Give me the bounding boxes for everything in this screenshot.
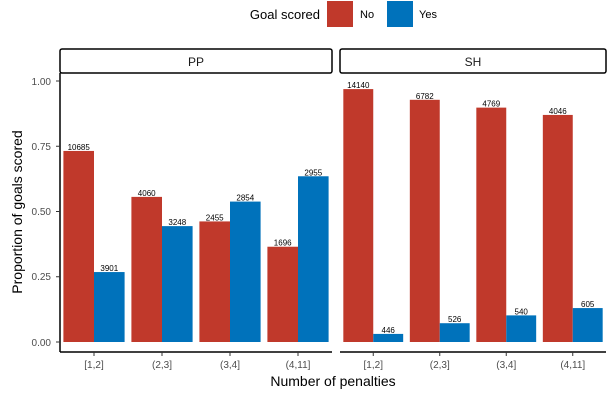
bar-pp-no: [63, 150, 94, 342]
data-label: 4046: [549, 107, 567, 116]
data-label: 2854: [236, 194, 254, 203]
bar-sh-yes: [373, 333, 404, 342]
bar-pp-no: [267, 246, 298, 342]
data-label: 10685: [68, 143, 91, 152]
x-tick-label: (3,4]: [496, 360, 516, 371]
bar-sh-yes: [572, 308, 603, 342]
panel-sh: [1,2] 14140 446 (2,3] 6782 526 (3,4] 4769 540 (4,…: [340, 81, 606, 371]
strip-sh: SH: [339, 48, 607, 74]
data-label: 1696: [274, 239, 292, 248]
bar-pp-yes: [230, 201, 261, 342]
x-tick-label: [1,2]: [364, 360, 384, 371]
bar-sh-no: [542, 114, 573, 343]
legend-label-yes: Yes: [419, 9, 437, 21]
strip-pp: PP: [59, 48, 333, 74]
data-label: 4060: [138, 189, 156, 198]
bar-pp-yes: [162, 226, 193, 342]
y-tick-label: 1.00: [32, 77, 52, 88]
bar-sh-yes: [439, 323, 470, 342]
panels: [1,2] 10685 3901 (2,3] 4060 3248 (3,4] 2455 2854…: [56, 73, 606, 371]
data-label: 540: [515, 307, 529, 316]
legend-label-no: No: [360, 9, 374, 21]
legend-swatch-no: [327, 1, 353, 27]
y-tick-label: 0.00: [32, 338, 52, 349]
y-tick-label: 0.25: [32, 272, 52, 283]
strip-pp-box: [59, 48, 333, 74]
data-label: 446: [382, 326, 396, 335]
legend: Goal scored No Yes: [250, 1, 437, 27]
data-label: 6782: [416, 92, 434, 101]
strip-pp-label: PP: [188, 55, 204, 69]
x-tick-label: (4,11]: [286, 360, 311, 371]
x-tick-label: (2,3]: [152, 360, 172, 371]
legend-swatch-yes: [387, 1, 413, 27]
panel-pp: [1,2] 10685 3901 (2,3] 4060 3248 (3,4] 2455 2854…: [56, 73, 332, 371]
y-axis-title: Proportion of goals scored: [9, 130, 25, 293]
bar-pp-yes: [298, 176, 329, 342]
y-axis-ticks: 0.00 0.25 0.50 0.75 1.00: [32, 77, 52, 349]
x-axis-title: Number of penalties: [270, 373, 395, 389]
data-label: 605: [581, 300, 595, 309]
y-tick-label: 0.50: [32, 207, 52, 218]
bar-pp-no: [199, 221, 230, 342]
bar-sh-no: [476, 107, 507, 342]
data-label: 3248: [168, 218, 186, 227]
y-tick-label: 0.75: [32, 142, 52, 153]
bar-sh-no: [343, 89, 374, 342]
data-label: 2955: [304, 168, 322, 177]
bar-sh-yes: [506, 315, 537, 342]
x-tick-label: (4,11]: [560, 360, 585, 371]
x-tick-label: (3,4]: [220, 360, 240, 371]
x-tick-label: [1,2]: [84, 360, 104, 371]
bar-sh-no: [409, 99, 440, 343]
strip-sh-label: SH: [465, 55, 482, 69]
data-label: 526: [448, 315, 462, 324]
bar-pp-no: [131, 196, 162, 342]
bar-pp-yes: [94, 272, 125, 342]
strip-sh-box: [339, 48, 607, 74]
data-label: 2455: [206, 213, 224, 222]
data-label: 3901: [100, 264, 118, 273]
data-label: 14140: [347, 81, 370, 90]
x-tick-label: (2,3]: [430, 360, 450, 371]
legend-title: Goal scored: [250, 7, 320, 22]
data-label: 4769: [482, 100, 500, 109]
